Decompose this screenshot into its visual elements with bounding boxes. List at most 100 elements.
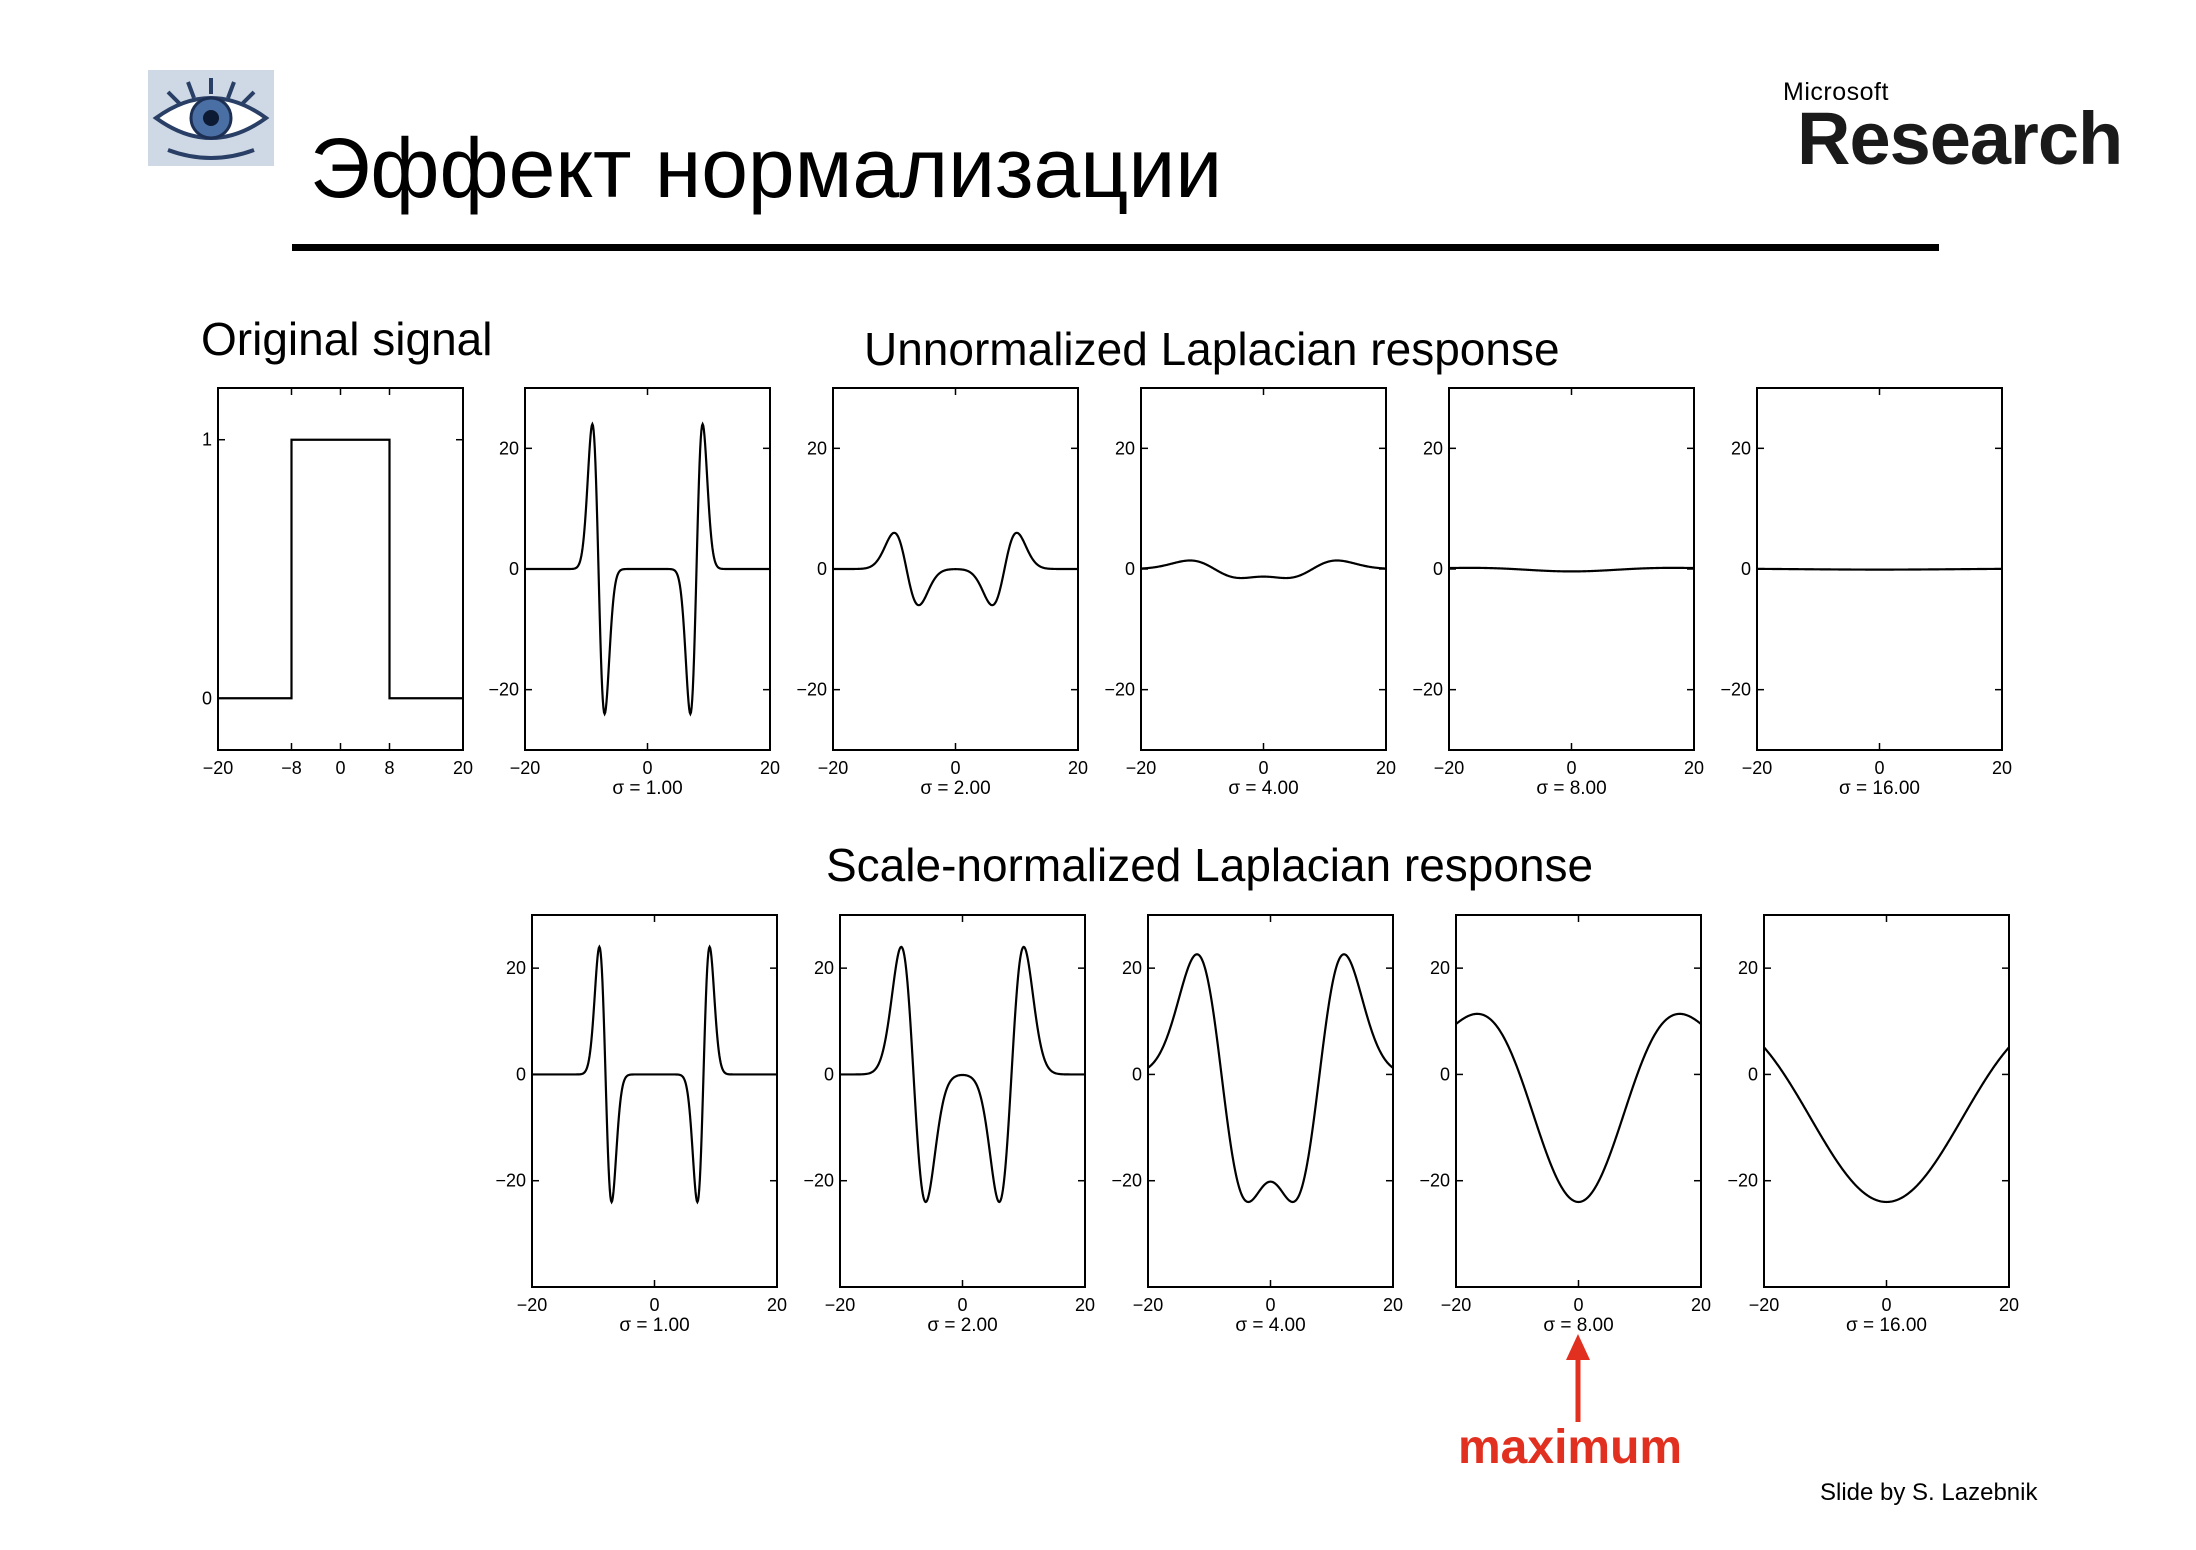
x-tick-label-norm-2: −20 (825, 1295, 856, 1315)
sigma-label-un-4: σ = 4.00 (1228, 778, 1298, 799)
x-tick-label-norm-8: −20 (1441, 1295, 1472, 1315)
x-tick-label-un-2: −20 (818, 758, 849, 778)
y-tick-label-norm-4: −20 (1111, 1171, 1142, 1191)
curve-un-4 (1140, 559, 1387, 580)
y-tick-label-norm-1: 20 (506, 958, 526, 978)
y-tick-label-norm-8: 20 (1430, 958, 1450, 978)
x-tick-label-un-4: 20 (1376, 758, 1396, 778)
curve-un-16 (1756, 567, 2003, 571)
title-underline (292, 244, 1939, 251)
x-tick-label-un-4: −20 (1126, 758, 1157, 778)
curve-norm-8 (1455, 1012, 1702, 1204)
y-tick-label-un-16: −20 (1720, 680, 1751, 700)
curve-un-2 (833, 531, 1078, 607)
sigma-label-un-16: σ = 16.00 (1839, 778, 1920, 799)
sigma-label-norm-16: σ = 16.00 (1846, 1315, 1927, 1336)
y-tick-label-norm-1: 0 (516, 1064, 526, 1084)
x-tick-label-original: 8 (384, 758, 394, 778)
x-tick-label-original: 20 (453, 758, 473, 778)
x-tick-label-norm-16: 20 (1999, 1295, 2019, 1315)
x-tick-label-norm-4: −20 (1133, 1295, 1164, 1315)
y-tick-label-norm-16: 0 (1748, 1064, 1758, 1084)
y-tick-label-original: 1 (202, 430, 212, 450)
y-tick-label-un-4: 0 (1125, 559, 1135, 579)
slide-credit: Slide by S. Lazebnik (1820, 1479, 2038, 1506)
y-tick-label-un-8: 20 (1423, 438, 1443, 458)
section-original-signal: Original signal (201, 313, 493, 365)
y-tick-label-original: 0 (202, 688, 212, 708)
y-tick-label-norm-1: −20 (495, 1171, 526, 1191)
x-tick-label-original: 0 (335, 758, 345, 778)
y-tick-label-norm-8: 0 (1440, 1064, 1450, 1084)
y-tick-label-un-1: 20 (499, 438, 519, 458)
x-tick-label-norm-2: 0 (957, 1295, 967, 1315)
y-tick-label-un-8: −20 (1412, 680, 1443, 700)
curve-un-8 (1448, 566, 1695, 573)
y-tick-label-un-2: 0 (817, 559, 827, 579)
y-tick-label-norm-16: 20 (1738, 958, 1758, 978)
curve-norm-16 (1763, 1046, 2010, 1204)
x-tick-label-norm-16: −20 (1749, 1295, 1780, 1315)
y-tick-label-un-2: −20 (796, 680, 827, 700)
brand-big: Research (1797, 97, 2123, 180)
maximum-label: maximum (1458, 1421, 1683, 1474)
section-unnormalized: Unnormalized Laplacian response (864, 323, 1560, 375)
x-tick-label-norm-8: 0 (1573, 1295, 1583, 1315)
curve-norm-2 (840, 945, 1085, 1204)
x-tick-label-norm-1: 20 (767, 1295, 787, 1315)
x-tick-label-un-1: 0 (642, 758, 652, 778)
y-tick-label-un-2: 20 (807, 438, 827, 458)
x-tick-label-norm-16: 0 (1881, 1295, 1891, 1315)
x-tick-label-un-16: 0 (1874, 758, 1884, 778)
x-tick-label-norm-8: 20 (1691, 1295, 1711, 1315)
eye-logo (148, 70, 274, 166)
x-tick-label-un-8: −20 (1434, 758, 1465, 778)
y-tick-label-un-4: −20 (1104, 680, 1135, 700)
y-tick-label-norm-2: 20 (814, 958, 834, 978)
y-tick-label-un-1: 0 (509, 559, 519, 579)
x-tick-label-un-1: 20 (760, 758, 780, 778)
x-tick-label-un-4: 0 (1258, 758, 1268, 778)
x-tick-label-norm-2: 20 (1075, 1295, 1095, 1315)
y-tick-label-norm-4: 0 (1132, 1064, 1142, 1084)
y-tick-label-norm-2: −20 (803, 1171, 834, 1191)
sigma-label-un-1: σ = 1.00 (612, 778, 682, 799)
x-tick-label-norm-1: −20 (517, 1295, 548, 1315)
x-tick-label-norm-1: 0 (649, 1295, 659, 1315)
x-tick-label-un-8: 0 (1566, 758, 1576, 778)
y-tick-label-un-16: 20 (1731, 438, 1751, 458)
sigma-label-norm-4: σ = 4.00 (1235, 1315, 1305, 1336)
y-tick-label-un-1: −20 (488, 680, 519, 700)
curve-norm-1 (532, 944, 777, 1205)
sigma-label-un-2: σ = 2.00 (920, 778, 990, 799)
x-tick-label-un-8: 20 (1684, 758, 1704, 778)
x-tick-label-un-16: 20 (1992, 758, 2012, 778)
sigma-label-norm-8: σ = 8.00 (1543, 1315, 1613, 1336)
x-tick-label-un-2: 20 (1068, 758, 1088, 778)
y-tick-label-norm-2: 0 (824, 1064, 834, 1084)
x-tick-label-un-1: −20 (510, 758, 541, 778)
y-tick-label-un-16: 0 (1741, 559, 1751, 579)
y-tick-label-un-8: 0 (1433, 559, 1443, 579)
sigma-label-norm-1: σ = 1.00 (619, 1315, 689, 1336)
y-tick-label-norm-8: −20 (1419, 1171, 1450, 1191)
curve-original (218, 438, 463, 700)
y-tick-label-norm-4: 20 (1122, 958, 1142, 978)
x-tick-label-norm-4: 20 (1383, 1295, 1403, 1315)
y-tick-label-un-4: 20 (1115, 438, 1135, 458)
x-tick-label-norm-4: 0 (1265, 1295, 1275, 1315)
x-tick-label-un-2: 0 (950, 758, 960, 778)
x-tick-label-un-16: −20 (1742, 758, 1773, 778)
x-tick-label-original: −20 (203, 758, 234, 778)
slide-title: Эффект нормализации (310, 121, 1223, 215)
y-tick-label-norm-16: −20 (1727, 1171, 1758, 1191)
sigma-label-norm-2: σ = 2.00 (927, 1315, 997, 1336)
curve-norm-4 (1147, 953, 1394, 1204)
curve-un-1 (525, 421, 770, 717)
x-tick-label-original: −8 (281, 758, 302, 778)
brand-small: Microsoft (1783, 78, 1889, 106)
section-normalized: Scale-normalized Laplacian response (826, 839, 1594, 891)
sigma-label-un-8: σ = 8.00 (1536, 778, 1606, 799)
